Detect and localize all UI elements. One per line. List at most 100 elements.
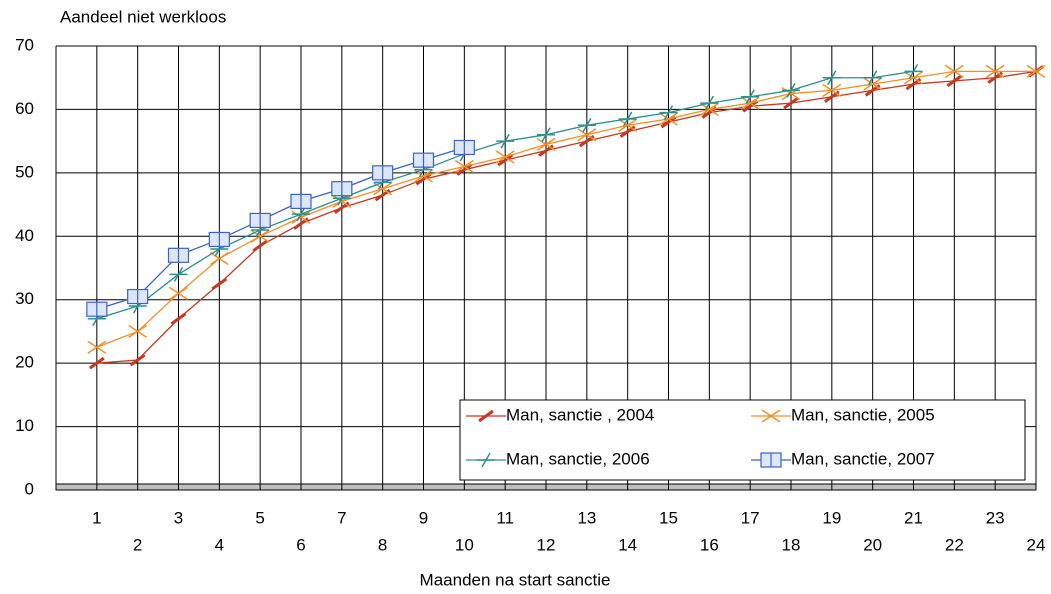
x-tick-label: 2 [133, 535, 142, 554]
marker [742, 100, 759, 113]
marker [822, 83, 842, 98]
marker [292, 206, 310, 222]
x-tick-label: 8 [378, 535, 387, 554]
marker [660, 115, 677, 129]
marker-part [740, 96, 760, 110]
x-tick-label: 24 [1027, 535, 1046, 554]
marker [209, 251, 229, 266]
marker [782, 83, 800, 98]
marker-part [87, 340, 107, 354]
marker-part [536, 137, 556, 151]
marker-part [985, 64, 1005, 78]
marker [290, 193, 312, 209]
marker [740, 96, 760, 110]
x-tick-label: 13 [577, 508, 596, 527]
marker [495, 150, 515, 164]
marker-part [541, 127, 551, 143]
y-axis-title: Aandeel niet werkloos [60, 7, 226, 26]
x-tick-label: 20 [863, 535, 882, 554]
marker-part [169, 286, 188, 300]
marker [659, 112, 678, 126]
marker-part [495, 150, 515, 164]
marker [211, 277, 228, 291]
marker [454, 159, 474, 174]
y-tick-label: 10 [15, 416, 34, 435]
marker-part [209, 251, 229, 266]
marker [169, 286, 188, 300]
x-tick-label: 22 [945, 535, 964, 554]
marker [129, 353, 146, 367]
legend-box [459, 399, 1026, 481]
marker-part [904, 71, 923, 85]
marker-part [481, 452, 491, 468]
marker-part [173, 266, 184, 282]
x-tick-label: 9 [419, 508, 428, 527]
marker [618, 118, 638, 132]
marker [415, 172, 432, 186]
x-tick-label: 23 [986, 508, 1005, 527]
marker-part [660, 115, 677, 129]
marker [618, 111, 637, 127]
marker-part [863, 77, 883, 91]
marker [456, 163, 473, 176]
marker [478, 409, 494, 423]
x-tick-label: 16 [700, 535, 719, 554]
marker [291, 210, 311, 224]
marker [127, 288, 149, 305]
marker-part [745, 89, 755, 105]
marker [453, 139, 475, 156]
marker-part [1026, 64, 1046, 78]
legend-label: Man, sanctie, 2006 [506, 449, 650, 468]
marker-part [478, 409, 494, 423]
series-line [96, 70, 1036, 348]
x-tick-label: 1 [92, 508, 101, 527]
marker-part [577, 128, 597, 142]
marker [659, 105, 678, 120]
marker-part [456, 163, 473, 176]
marker [760, 452, 782, 468]
marker [904, 71, 923, 85]
marker [170, 312, 187, 325]
legend-label: Man, sanctie, 2005 [791, 405, 935, 424]
marker [761, 409, 781, 423]
marker-part [454, 159, 474, 174]
marker [88, 356, 105, 370]
marker [946, 74, 963, 88]
x-tick-label: 19 [822, 508, 841, 527]
marker [332, 194, 352, 209]
x-axis-title: Maanden na start sanctie [420, 570, 611, 589]
x-tick-label: 3 [174, 508, 183, 527]
marker [783, 96, 799, 110]
x-tick-label: 17 [741, 508, 760, 527]
marker [208, 231, 230, 248]
marker-part [129, 353, 146, 367]
marker [87, 340, 107, 354]
y-tick-label: 20 [15, 353, 34, 372]
marker-part [663, 105, 674, 120]
marker [781, 86, 801, 101]
marker-part [332, 194, 352, 209]
marker [577, 128, 597, 142]
y-tick-label: 60 [15, 99, 34, 118]
marker-part [582, 117, 592, 133]
marker [86, 301, 108, 317]
x-tick-label: 12 [537, 535, 556, 554]
marker-part [170, 312, 187, 325]
x-tick-label: 7 [337, 508, 346, 527]
marker-part [822, 83, 842, 98]
x-tick-label: 18 [782, 535, 801, 554]
marker-part [868, 70, 878, 86]
y-tick-label: 0 [25, 479, 34, 498]
marker-part [944, 64, 964, 78]
y-tick-label: 70 [15, 35, 34, 54]
marker-part [296, 206, 306, 222]
marker-part [252, 239, 269, 253]
marker [496, 133, 515, 149]
y-tick-label: 50 [15, 162, 34, 181]
marker-part [211, 277, 228, 291]
marker [497, 153, 514, 167]
x-tick-label: 21 [904, 508, 923, 527]
marker-part [659, 112, 678, 126]
x-tick-label: 11 [496, 508, 514, 527]
